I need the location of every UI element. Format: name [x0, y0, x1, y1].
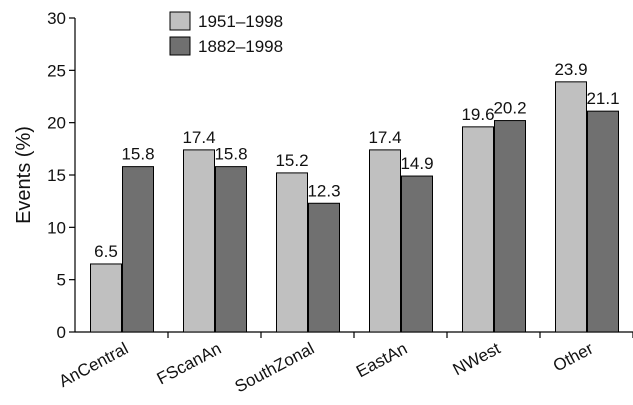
legend-label: 1951–1998: [198, 12, 283, 31]
y-axis-label: Events (%): [13, 126, 35, 224]
legend-label: 1882–1998: [198, 37, 283, 56]
bar: [90, 263, 122, 333]
bar: [494, 120, 526, 333]
x-tick-label: Other: [550, 339, 597, 376]
y-tick-label: 10: [47, 218, 66, 237]
bar: [369, 149, 401, 333]
legend-swatch: [169, 36, 191, 56]
value-label: 23.9: [554, 60, 587, 79]
bar: [183, 149, 215, 333]
value-label: 21.1: [586, 89, 619, 108]
x-tick-label: EastAn: [353, 339, 410, 382]
value-label: 12.3: [307, 181, 340, 200]
value-label: 17.4: [368, 128, 401, 147]
bar: [462, 126, 494, 333]
y-tick-label: 30: [47, 9, 66, 28]
y-tick-label: 0: [57, 323, 66, 342]
x-tick-label: AnCentral: [56, 339, 132, 391]
y-tick-label: 20: [47, 114, 66, 133]
value-label: 20.2: [493, 99, 526, 118]
y-tick-label: 5: [57, 271, 66, 290]
value-label: 19.6: [461, 105, 494, 124]
x-tick-label: FScanAn: [154, 339, 225, 389]
value-label: 15.2: [275, 151, 308, 170]
y-tick-label: 25: [47, 61, 66, 80]
x-tick-label: SouthZonal: [232, 339, 318, 397]
bar: [276, 172, 308, 333]
value-label: 15.8: [214, 145, 247, 164]
value-label: 6.5: [94, 242, 118, 261]
bar: [401, 175, 433, 333]
x-tick-label: NWest: [450, 339, 504, 380]
legend-swatch: [169, 11, 191, 31]
value-label: 14.9: [400, 154, 433, 173]
y-tick-label: 15: [47, 166, 66, 185]
value-label: 15.8: [121, 145, 154, 164]
value-label: 17.4: [182, 128, 215, 147]
bar: [587, 110, 619, 333]
bar: [555, 81, 587, 333]
bar: [122, 166, 154, 333]
bar: [308, 202, 340, 333]
bar: [215, 166, 247, 333]
